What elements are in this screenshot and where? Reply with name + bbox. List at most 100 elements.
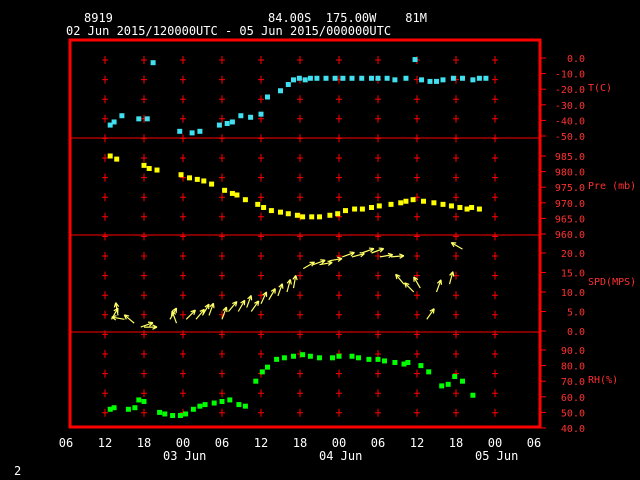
y-tick-label: 40.0 (561, 424, 585, 435)
temperature-point (470, 77, 476, 83)
temperature-point (177, 128, 183, 134)
grid-cross (141, 154, 147, 162)
temperature-point (285, 82, 291, 88)
grid-cross (102, 252, 108, 260)
grid-cross (336, 173, 342, 182)
wind-arrow (170, 310, 178, 324)
grid-cross (414, 173, 420, 182)
grid-cross (141, 193, 147, 202)
y-tick-label: 5.0 (567, 308, 585, 319)
pressure-point (294, 212, 300, 218)
grid-cross (297, 291, 303, 300)
grid-cross (492, 369, 498, 378)
grid-cross (492, 350, 498, 358)
grid-cross (102, 232, 108, 241)
grid-cross (102, 56, 108, 64)
grid-cross (414, 232, 420, 241)
x-tick-label: 06 (215, 436, 229, 450)
grid-cross (375, 193, 381, 202)
grid-cross (297, 408, 303, 417)
temperature-point (229, 119, 235, 125)
humidity-point (111, 405, 117, 411)
temperature-point (450, 75, 456, 81)
humidity-point (375, 356, 381, 362)
temperature-point (248, 114, 254, 120)
grid-cross (102, 369, 108, 378)
y-tick-label: -40.0 (555, 116, 585, 127)
grid-cross (219, 193, 225, 202)
y-tick-label: 960.0 (555, 230, 585, 241)
humidity-point (439, 383, 445, 389)
grid-cross (492, 232, 498, 241)
grid-cross (141, 95, 147, 104)
grid-cross (453, 173, 459, 182)
temperature-point (314, 75, 320, 81)
grid-cross (102, 154, 108, 162)
grid-cross (453, 350, 459, 358)
y-tick-label: 70.0 (561, 377, 585, 388)
grid-cross (180, 350, 186, 358)
grid-cross (141, 252, 147, 260)
wind-arrow (221, 306, 228, 320)
y-axis-labels: 0.0 -10.0 -20.0 -30.0 -40.0 -50.0 985.0 980.0 97… (540, 54, 636, 435)
grid-cross (336, 408, 342, 417)
y-tick-label: 975.0 (555, 183, 585, 194)
pressure-point (359, 206, 365, 212)
grid-cross (102, 114, 108, 123)
grid-cross (258, 193, 264, 202)
grid-cross (180, 310, 186, 319)
grid-cross (219, 56, 225, 64)
grid-cross (336, 232, 342, 241)
humidity-point (426, 369, 432, 375)
grid-crosses (102, 56, 498, 417)
humidity-point (125, 406, 131, 412)
humidity-point (136, 397, 142, 403)
y-tick-label: -30.0 (555, 101, 585, 112)
grid-cross (219, 408, 225, 417)
data-marks (107, 57, 489, 419)
temperature-point (375, 75, 381, 81)
grid-cross (141, 75, 147, 84)
wind-arrow (319, 260, 333, 266)
grid-cross (492, 408, 498, 417)
grid-cross (336, 291, 342, 300)
grid-cross (297, 193, 303, 202)
grid-cross (492, 389, 498, 398)
temperature-point (136, 116, 142, 122)
grid-cross (453, 212, 459, 221)
panel-separators (70, 137, 540, 333)
grid-cross (375, 291, 381, 300)
grid-cross (219, 369, 225, 378)
y-tick-label: 50.0 (561, 408, 585, 419)
grid-cross (180, 154, 186, 162)
x-tick-label: 18 (293, 436, 307, 450)
humidity-point (281, 355, 287, 361)
panel-title: T(C) (588, 83, 612, 94)
temperature-point (144, 116, 150, 122)
x-tick-label: 00 (488, 436, 502, 450)
grid-cross (141, 173, 147, 182)
wind-arrow (329, 256, 343, 262)
pressure-point (107, 153, 113, 159)
grid-cross (492, 154, 498, 162)
pressure-point (222, 187, 228, 193)
date-label-03-jun: 03 Jun (163, 449, 206, 463)
grid-cross (102, 271, 108, 280)
grid-cross (297, 232, 303, 241)
grid-cross (414, 252, 420, 260)
grid-cross (180, 95, 186, 104)
pressure-point (343, 208, 348, 214)
wind-arrow (113, 302, 120, 316)
temperature-point (150, 60, 156, 66)
pressure-point (229, 190, 235, 196)
grid-cross (258, 173, 264, 182)
humidity-point (317, 355, 322, 361)
grid-cross (414, 212, 420, 221)
x-tick-label: 00 (176, 436, 190, 450)
grid-cross (102, 310, 108, 319)
grid-cross (180, 252, 186, 260)
grid-cross (492, 56, 498, 64)
humidity-point (211, 400, 217, 406)
grid-cross (297, 389, 303, 398)
panel-title: Pre (mb) (588, 181, 636, 192)
